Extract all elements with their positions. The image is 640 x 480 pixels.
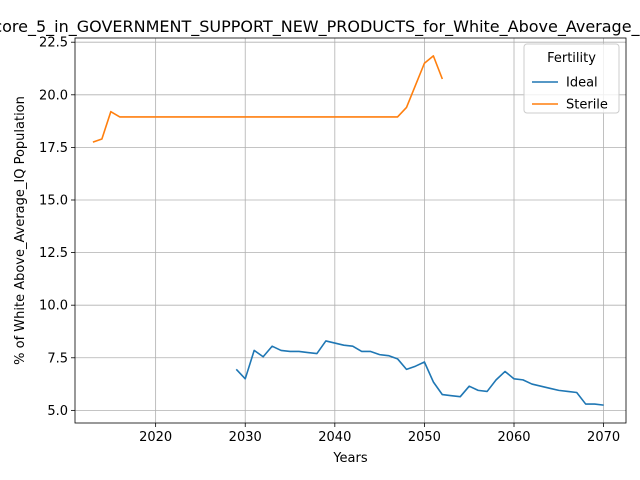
x-axis-label: Years bbox=[332, 451, 368, 466]
y-tick-label: 15.0 bbox=[39, 193, 68, 208]
grid-lines bbox=[75, 38, 626, 423]
chart-title: Score_5_in_GOVERNMENT_SUPPORT_NEW_PRODUC… bbox=[0, 17, 640, 37]
y-tick-label: 10.0 bbox=[39, 299, 68, 314]
series-line-sterile bbox=[92, 55, 444, 143]
legend-label-ideal: Ideal bbox=[566, 76, 598, 91]
legend-box bbox=[523, 43, 620, 114]
legend-items: Ideal Sterile bbox=[532, 76, 608, 113]
y-axis-label: % of White Above_Average_IQ Population bbox=[13, 96, 28, 365]
x-tick-label: 2070 bbox=[587, 430, 620, 445]
y-tick-label: 5.0 bbox=[47, 404, 68, 419]
series-lines bbox=[92, 55, 604, 406]
y-tick-label: 7.5 bbox=[47, 351, 68, 366]
series-line-ideal bbox=[235, 340, 604, 406]
legend: Fertility Ideal Sterile bbox=[523, 43, 620, 114]
x-tick-label: 2040 bbox=[318, 430, 351, 445]
x-tick-label: 2020 bbox=[139, 430, 172, 445]
x-tick-label: 2050 bbox=[408, 430, 441, 445]
x-tick-label: 2030 bbox=[229, 430, 262, 445]
y-tick-label: 20.0 bbox=[39, 88, 68, 103]
legend-title: Fertility bbox=[547, 51, 596, 66]
y-tick-label: 22.5 bbox=[39, 36, 68, 51]
axis-ticks: 2020 2030 2040 2050 2060 2070 5.0 7.5 10.0 12.5 15… bbox=[39, 36, 620, 445]
x-tick-label: 2060 bbox=[497, 430, 530, 445]
legend-label-sterile: Sterile bbox=[566, 98, 608, 113]
y-tick-label: 17.5 bbox=[39, 141, 68, 156]
y-tick-label: 12.5 bbox=[39, 246, 68, 261]
plot-frame bbox=[74, 37, 627, 424]
